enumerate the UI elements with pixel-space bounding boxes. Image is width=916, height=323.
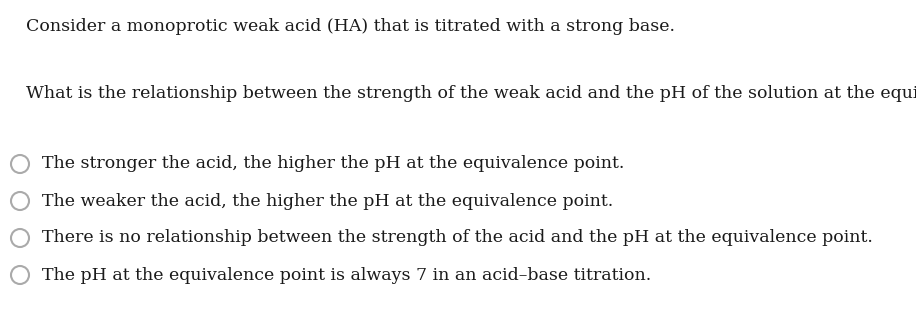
- Text: The pH at the equivalence point is always 7 in an acid–base titration.: The pH at the equivalence point is alway…: [42, 266, 651, 284]
- Circle shape: [11, 229, 29, 247]
- Text: There is no relationship between the strength of the acid and the pH at the equi: There is no relationship between the str…: [42, 230, 873, 246]
- Circle shape: [11, 192, 29, 210]
- Text: What is the relationship between the strength of the weak acid and the pH of the: What is the relationship between the str…: [26, 85, 916, 102]
- Text: The weaker the acid, the higher the pH at the equivalence point.: The weaker the acid, the higher the pH a…: [42, 193, 613, 210]
- Text: The stronger the acid, the higher the pH at the equivalence point.: The stronger the acid, the higher the pH…: [42, 155, 625, 172]
- Circle shape: [11, 155, 29, 173]
- Circle shape: [11, 266, 29, 284]
- Text: Consider a monoprotic weak acid (HA) that is titrated with a strong base.: Consider a monoprotic weak acid (HA) tha…: [26, 18, 675, 35]
